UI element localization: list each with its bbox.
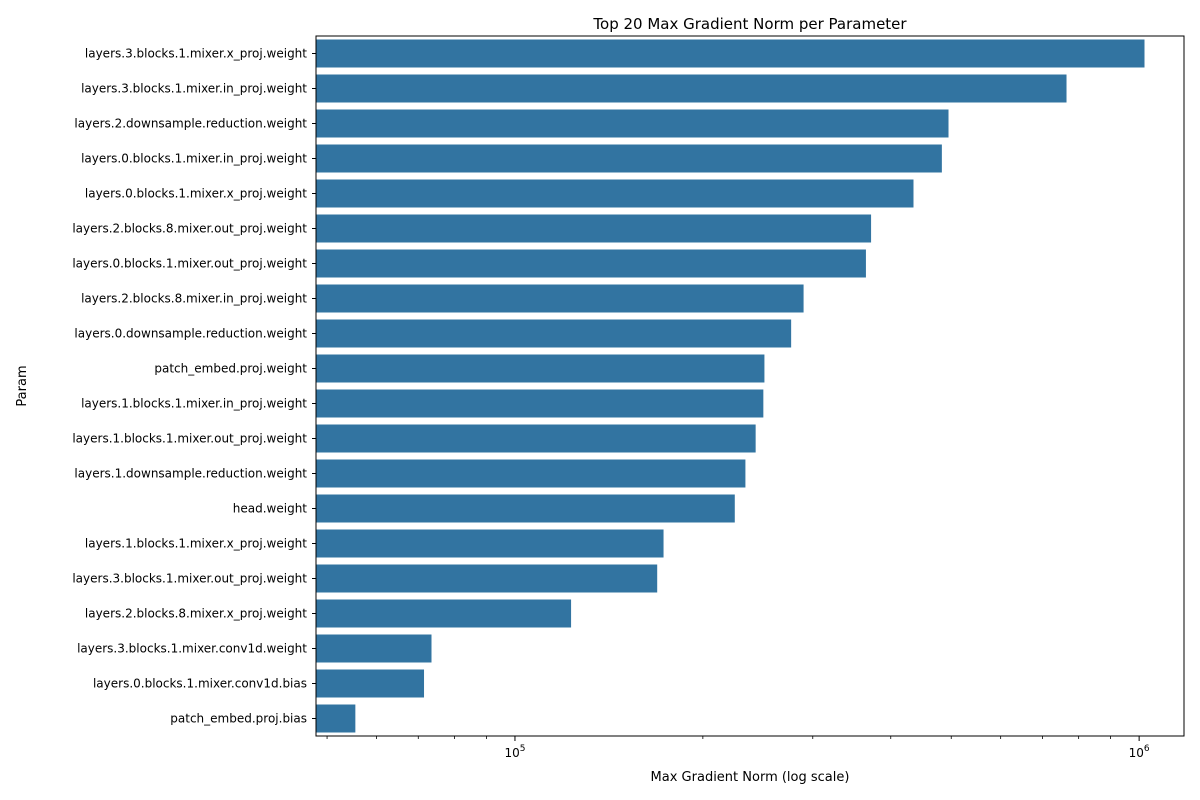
y-tick-label: layers.2.blocks.8.mixer.x_proj.weight — [85, 607, 307, 621]
y-tick-label: layers.1.blocks.1.mixer.out_proj.weight — [72, 432, 307, 446]
chart-title: Top 20 Max Gradient Norm per Parameter — [592, 15, 907, 33]
y-ticks-group: layers.3.blocks.1.mixer.x_proj.weightlay… — [72, 47, 316, 726]
bar — [316, 109, 949, 138]
bar — [316, 669, 425, 698]
bar — [316, 564, 658, 593]
bar — [316, 214, 872, 243]
y-tick-label: layers.0.blocks.1.mixer.x_proj.weight — [85, 187, 307, 201]
y-axis-label: Param — [15, 365, 30, 406]
bar — [316, 39, 1145, 68]
bar — [316, 634, 432, 663]
y-tick-label: layers.0.blocks.1.mixer.in_proj.weight — [81, 152, 307, 166]
y-tick-label: layers.1.blocks.1.mixer.in_proj.weight — [81, 397, 307, 411]
y-tick-label: layers.1.blocks.1.mixer.x_proj.weight — [85, 537, 307, 551]
y-tick-label: layers.3.blocks.1.mixer.in_proj.weight — [81, 82, 307, 96]
y-tick-label: layers.2.blocks.8.mixer.out_proj.weight — [72, 222, 307, 236]
x-tick-label: 105 — [504, 744, 525, 760]
bar — [316, 179, 914, 208]
bar — [316, 74, 1067, 103]
bar — [316, 354, 765, 383]
x-tick-label: 106 — [1129, 744, 1150, 760]
bar — [316, 599, 572, 628]
y-tick-label: patch_embed.proj.weight — [154, 362, 307, 376]
y-tick-label: layers.3.blocks.1.mixer.x_proj.weight — [85, 47, 307, 61]
bar — [316, 144, 942, 173]
bar — [316, 494, 735, 523]
bar — [316, 284, 804, 313]
y-tick-label: layers.0.blocks.1.mixer.out_proj.weight — [72, 257, 307, 271]
x-axis-label: Max Gradient Norm (log scale) — [651, 770, 850, 785]
x-ticks-group: 105 106 — [326, 736, 1150, 760]
bar — [316, 704, 356, 733]
bars-group — [316, 39, 1145, 733]
y-tick-label: layers.2.blocks.8.mixer.in_proj.weight — [81, 292, 307, 306]
y-tick-label: layers.1.downsample.reduction.weight — [74, 467, 307, 481]
bar — [316, 459, 746, 488]
y-tick-label: layers.0.blocks.1.mixer.conv1d.bias — [93, 677, 307, 691]
bar — [316, 249, 866, 278]
bar — [316, 319, 792, 348]
y-tick-label: layers.3.blocks.1.mixer.out_proj.weight — [72, 572, 307, 586]
bar — [316, 389, 764, 418]
bar — [316, 424, 756, 453]
y-tick-label: patch_embed.proj.bias — [170, 712, 307, 726]
y-tick-label: layers.0.downsample.reduction.weight — [74, 327, 307, 341]
y-tick-label: head.weight — [233, 502, 308, 516]
y-tick-label: layers.3.blocks.1.mixer.conv1d.weight — [77, 642, 307, 656]
bar — [316, 529, 664, 558]
y-tick-label: layers.2.downsample.reduction.weight — [74, 117, 307, 131]
plot-frame — [315, 35, 1185, 737]
